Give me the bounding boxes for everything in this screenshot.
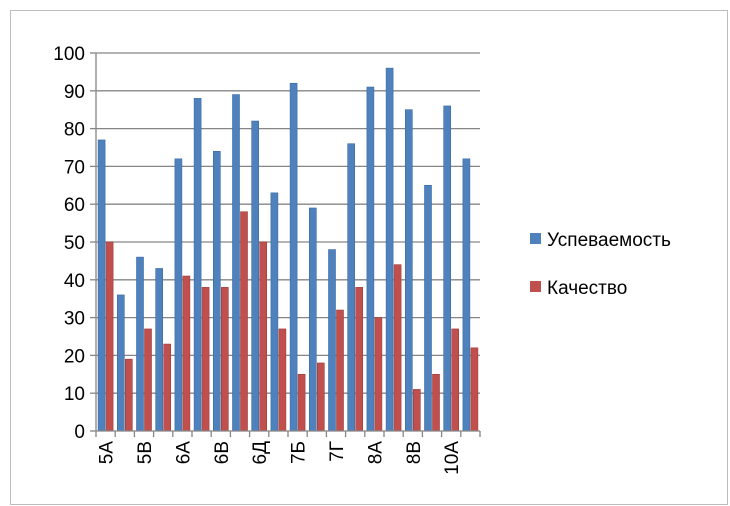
legend-label-uspevaemost: Успеваемость	[547, 230, 671, 251]
legend: Успеваемость Качество	[530, 230, 671, 299]
y-tick-label: 60	[64, 195, 85, 216]
bar-uspevaemost-9	[270, 192, 279, 432]
y-tick-label: 70	[64, 157, 85, 178]
bar-kachestvo-0	[105, 241, 114, 432]
bar-kachestvo-10	[297, 373, 306, 432]
x-tick-label: 7Б	[289, 441, 310, 464]
x-tick-label: 10А	[442, 441, 463, 475]
bar-uspevaemost-1	[117, 294, 125, 432]
bar-kachestvo-19	[470, 347, 479, 432]
bar-kachestvo-16	[412, 389, 421, 432]
bar-uspevaemost-2	[136, 256, 144, 432]
bar-kachestvo-17	[432, 373, 440, 432]
bar-uspevaemost-0	[97, 139, 106, 432]
bar-uspevaemost-17	[424, 185, 432, 432]
bar-kachestvo-9	[278, 328, 287, 432]
gridlines	[96, 52, 480, 394]
bar-uspevaemost-19	[462, 158, 471, 432]
x-tick-label: 5А	[97, 441, 118, 465]
y-tick-label: 10	[64, 384, 85, 405]
x-tick-label: 8А	[365, 441, 386, 465]
bar-kachestvo-15	[393, 264, 402, 432]
bar-uspevaemost-14	[366, 86, 375, 432]
bar-kachestvo-7	[240, 211, 248, 432]
y-tick-label: 100	[53, 44, 85, 65]
x-tick-label: 7Г	[327, 441, 348, 462]
bar-kachestvo-14	[374, 317, 383, 432]
bar-uspevaemost-3	[155, 268, 163, 432]
x-tick-label: 6Д	[250, 441, 271, 465]
bar-uspevaemost-11	[308, 207, 317, 432]
bars	[97, 67, 479, 432]
y-tick-label: 90	[64, 82, 85, 103]
bar-uspevaemost-18	[443, 105, 452, 432]
bar-uspevaemost-12	[328, 249, 336, 432]
bar-kachestvo-13	[355, 287, 364, 432]
y-tick-label: 30	[64, 309, 85, 330]
bar-kachestvo-12	[336, 309, 344, 432]
legend-swatch-kachestvo	[530, 281, 541, 292]
bar-uspevaemost-6	[213, 150, 221, 432]
bar-uspevaemost-8	[251, 120, 259, 432]
x-tick-label: 5В	[135, 441, 156, 464]
x-tick-label: 8В	[404, 441, 425, 464]
bar-kachestvo-8	[259, 241, 268, 432]
bar-kachestvo-11	[316, 362, 325, 432]
y-tick-label: 20	[64, 346, 85, 367]
legend-label-kachestvo: Качество	[547, 278, 627, 299]
bar-kachestvo-5	[201, 287, 210, 432]
y-axis-ticks: 0 10 20 30 40 50 60 70 80 90 100	[53, 44, 96, 443]
x-tick-label: 6А	[173, 441, 194, 465]
bar-kachestvo-1	[125, 358, 133, 432]
bar-uspevaemost-7	[232, 94, 240, 432]
bar-uspevaemost-15	[385, 67, 394, 432]
bar-uspevaemost-10	[289, 82, 298, 432]
x-axis-ticks: 5А 5В 6А 6В 6Д 7Б 7Г 8А 8В 10А	[95, 431, 481, 475]
bar-kachestvo-3	[163, 343, 171, 432]
bar-kachestvo-2	[144, 328, 152, 432]
y-tick-label: 50	[64, 233, 85, 254]
bar-uspevaemost-4	[174, 158, 183, 432]
y-tick-label: 80	[64, 120, 85, 141]
legend-swatch-uspevaemost	[530, 233, 541, 244]
bar-kachestvo-6	[221, 287, 229, 432]
bar-kachestvo-18	[451, 328, 460, 432]
bar-uspevaemost-13	[347, 143, 356, 432]
x-tick-label: 6В	[212, 441, 233, 464]
bar-uspevaemost-16	[404, 109, 413, 432]
y-tick-label: 40	[64, 271, 85, 292]
y-tick-label: 0	[74, 422, 85, 443]
bar-uspevaemost-5	[193, 98, 202, 432]
bar-kachestvo-4	[182, 275, 191, 432]
